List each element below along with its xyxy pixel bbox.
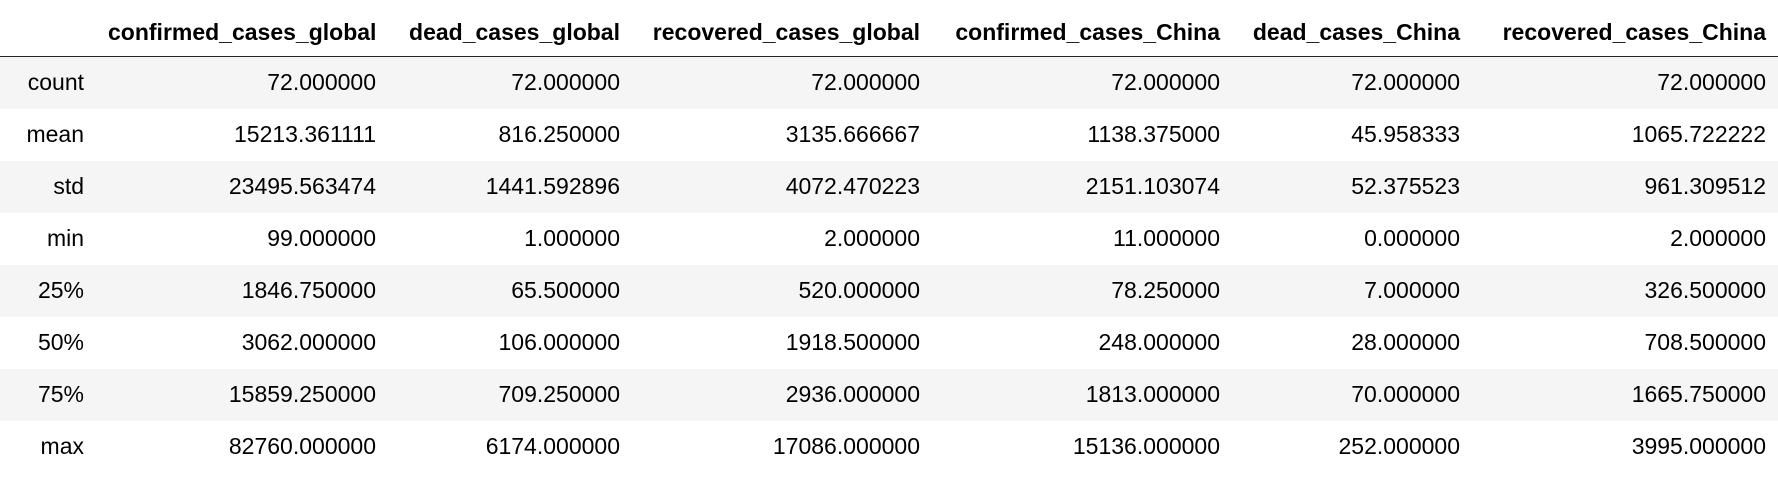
table-cell: 1846.750000 [241,277,376,303]
table-cell: 326.500000 [1644,277,1766,303]
table-cell: 4072.470223 [785,173,920,199]
table-cell: 72.000000 [1657,69,1766,96]
table-header: confirmed_cases_global dead_cases_global… [0,8,1778,57]
table-cell: 708.500000 [1644,329,1766,355]
table-cell: 2151.103074 [1085,173,1220,199]
table-cell: 70.000000 [1351,381,1460,407]
table-cell: 1918.500000 [785,329,920,355]
table-cell: 3062.000000 [241,329,376,355]
column-header: confirmed_cases_China [932,8,1232,57]
table-cell: 252.000000 [1338,433,1460,459]
table-row: 25% 1846.750000 65.500000 520.000000 78.… [0,264,1778,317]
describe-table: confirmed_cases_global dead_cases_global… [0,8,1778,473]
row-label: mean [26,121,84,147]
table-cell: 961.309512 [1644,173,1766,199]
table-row: std 23495.563474 1441.592896 4072.470223… [0,160,1778,213]
table-cell: 17086.000000 [772,433,920,459]
table-cell: 6174.000000 [485,433,620,459]
table-cell: 1.000000 [524,225,620,251]
table-cell: 72.000000 [811,69,920,96]
table-cell: 11.000000 [1112,225,1220,251]
table-cell: 65.500000 [511,277,620,303]
table-cell: 82760.000000 [228,433,376,459]
table-cell: 72.000000 [511,69,620,96]
table-cell: 72.000000 [267,69,376,96]
table-cell: 2.000000 [824,225,920,251]
table-cell: 72.000000 [1111,69,1220,96]
table-cell: 78.250000 [1111,277,1220,303]
table-cell: 28.000000 [1351,329,1460,355]
table-row: count 72.000000 72.000000 72.000000 72.0… [0,56,1778,109]
table-cell: 45.958333 [1351,121,1460,147]
column-header: recovered_cases_China [1472,8,1778,57]
row-label: 75% [37,381,84,407]
table-row: 50% 3062.000000 106.000000 1918.500000 2… [0,316,1778,369]
table-cell: 7.000000 [1364,277,1460,303]
table-cell: 2.000000 [1670,225,1766,251]
table-cell: 15213.361111 [234,121,376,147]
table-cell: 3135.666667 [785,121,920,147]
column-header: dead_cases_China [1232,8,1472,57]
table-body: count 72.000000 72.000000 72.000000 72.0… [0,56,1778,473]
row-label: 50% [37,329,84,355]
table-row: min 99.000000 1.000000 2.000000 11.00000… [0,212,1778,265]
table-cell: 2936.000000 [785,381,920,407]
header-row: confirmed_cases_global dead_cases_global… [0,8,1778,57]
table-cell: 0.000000 [1364,225,1460,251]
table-cell: 1065.722222 [1631,121,1766,147]
table-cell: 816.250000 [498,121,620,147]
table-cell: 23495.563474 [228,173,376,199]
table-row: max 82760.000000 6174.000000 17086.00000… [0,420,1778,473]
row-label: 25% [37,277,84,303]
table-cell: 15136.000000 [1072,433,1220,459]
table-row: mean 15213.361111 816.250000 3135.666667… [0,108,1778,161]
table-cell: 3995.000000 [1631,433,1766,459]
column-header: dead_cases_global [388,8,632,57]
row-label: max [40,433,84,459]
row-label: min [46,225,84,251]
table-cell: 72.000000 [1351,69,1460,96]
index-header [0,8,96,57]
table-cell: 1441.592896 [485,173,620,199]
column-header: confirmed_cases_global [96,8,388,57]
table-cell: 248.000000 [1098,329,1220,355]
table-cell: 99.000000 [267,225,376,251]
table-cell: 1813.000000 [1085,381,1220,407]
row-label: count [27,69,84,96]
table-cell: 15859.250000 [228,381,376,407]
table-cell: 106.000000 [498,329,620,355]
table-cell: 520.000000 [798,277,920,303]
table-cell: 709.250000 [498,381,620,407]
table-cell: 1138.375000 [1087,121,1220,147]
column-header: recovered_cases_global [632,8,932,57]
row-label: std [53,173,84,199]
table-row: 75% 15859.250000 709.250000 2936.000000 … [0,368,1778,421]
table-cell: 52.375523 [1351,173,1460,199]
table-cell: 1665.750000 [1631,381,1766,407]
